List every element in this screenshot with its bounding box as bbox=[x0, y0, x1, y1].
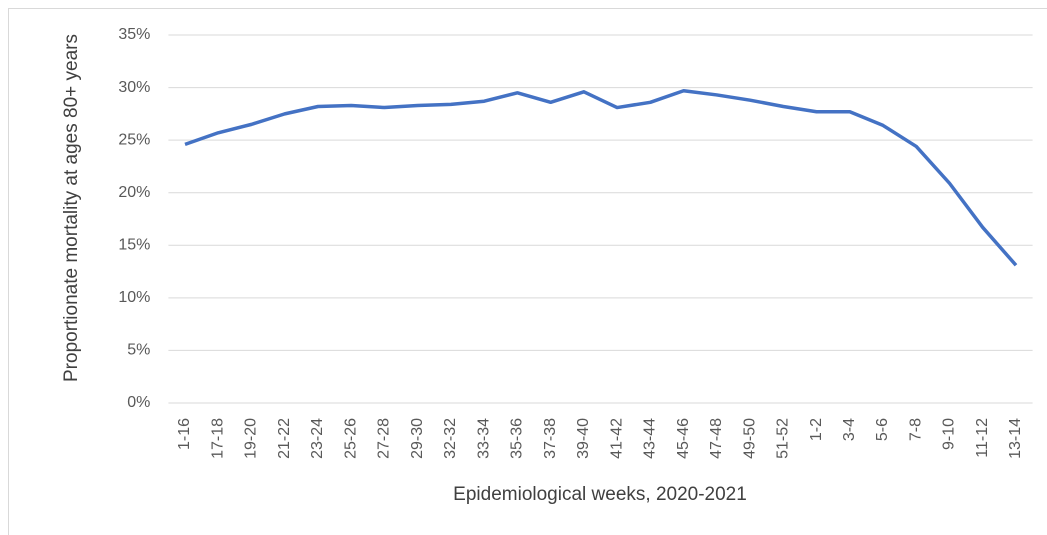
y-axis-title: Proportionate mortality at ages 80+ year… bbox=[61, 34, 82, 382]
x-tick-label: 17-18 bbox=[209, 418, 226, 459]
x-tick-label: 45-46 bbox=[675, 418, 692, 459]
x-tick-label: 27-28 bbox=[376, 418, 393, 459]
x-tick-label: 29-30 bbox=[409, 418, 426, 459]
x-tick-label: 5-6 bbox=[874, 418, 891, 441]
x-tick-label: 37-38 bbox=[542, 418, 559, 459]
x-tick-label: 41-42 bbox=[608, 418, 625, 459]
x-tick-label: 49-50 bbox=[741, 418, 758, 459]
x-tick-label: 1-16 bbox=[176, 418, 193, 450]
x-tick-label: 3-4 bbox=[841, 418, 858, 441]
x-tick-label: 19-20 bbox=[243, 418, 260, 459]
y-tick-label: 10% bbox=[118, 289, 150, 306]
x-tick-label: 51-52 bbox=[775, 418, 792, 459]
x-axis-title: Epidemiological weeks, 2020-2021 bbox=[453, 484, 747, 505]
x-tick-label: 13-14 bbox=[1007, 418, 1024, 459]
x-tick-label: 1-2 bbox=[808, 418, 825, 441]
y-tick-label: 0% bbox=[127, 394, 150, 411]
x-tick-label: 7-8 bbox=[907, 418, 924, 441]
x-tick-label: 32-32 bbox=[442, 418, 459, 459]
x-tick-label: 11-12 bbox=[974, 418, 991, 458]
x-tick-label: 43-44 bbox=[642, 418, 659, 459]
x-tick-label: 23-24 bbox=[309, 418, 326, 459]
data-line bbox=[184, 88, 1018, 267]
y-tick-label: 5% bbox=[127, 342, 150, 359]
x-tick-label: 21-22 bbox=[276, 418, 293, 459]
x-tick-label: 25-26 bbox=[342, 418, 359, 459]
x-tick-label: 35-36 bbox=[509, 418, 526, 459]
y-tick-label: 35% bbox=[118, 26, 150, 43]
y-tick-label: 30% bbox=[118, 79, 150, 96]
x-tick-label: 47-48 bbox=[708, 418, 725, 459]
x-tick-label: 33-34 bbox=[475, 418, 492, 459]
y-tick-label: 20% bbox=[118, 184, 150, 201]
x-tick-label: 9-10 bbox=[941, 418, 958, 450]
y-tick-label: 25% bbox=[118, 131, 150, 148]
y-tick-label: 15% bbox=[118, 237, 150, 254]
chart-frame bbox=[8, 8, 1047, 535]
x-tick-label: 39-40 bbox=[575, 418, 592, 459]
